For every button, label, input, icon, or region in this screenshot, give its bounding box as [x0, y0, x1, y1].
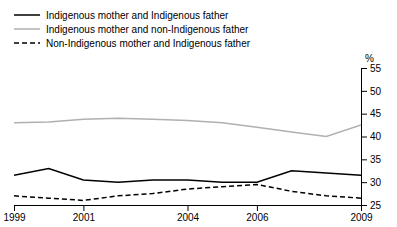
plot-area: 1999 2001 2004 2006 200925 30 35 40 45 50 55	[3, 63, 381, 223]
y-tick-label: 30	[370, 177, 382, 188]
y-tick: 45	[361, 108, 382, 119]
legend-swatch	[14, 14, 40, 16]
legend-swatch	[14, 42, 40, 44]
legend-label: Indigenous mother and Indigenous father	[46, 10, 229, 21]
y-tick-label: 55	[370, 63, 382, 74]
x-tick-label: 2006	[246, 212, 269, 223]
y-tick-mark	[361, 91, 367, 92]
x-tick-mark	[188, 205, 189, 211]
x-tick: 2006	[246, 205, 269, 223]
legend-item: Indigenous mother and Indigenous father	[14, 10, 229, 21]
y-axis-label: %	[365, 53, 374, 64]
y-tick: 35	[361, 154, 382, 165]
x-tick-label: 2009	[350, 212, 373, 223]
y-tick: 30	[361, 177, 382, 188]
y-tick: 25	[361, 200, 382, 211]
y-tick: 40	[361, 131, 382, 142]
y-tick-mark	[361, 159, 367, 160]
x-tick: 2001	[73, 205, 96, 223]
legend-label: Non-Indigenous mother and Indigenous fat…	[46, 38, 251, 49]
y-tick-label: 40	[370, 131, 382, 142]
lines	[14, 118, 361, 200]
chart: 1999 2001 2004 2006 200925 30 35 40 45 50 55% Indig…	[0, 0, 397, 227]
legend-swatch	[14, 28, 40, 30]
legend-item: Indigenous mother and non-Indigenous fat…	[14, 24, 249, 35]
y-tick-mark	[361, 205, 367, 206]
x-axis: 1999 2001 2004 2006 2009	[3, 205, 373, 223]
y-tick-mark	[361, 137, 367, 138]
y-tick-label: 35	[370, 154, 382, 165]
y-tick-mark	[361, 114, 367, 115]
x-axis-line	[15, 206, 362, 212]
legend-item: Non-Indigenous mother and Indigenous fat…	[14, 38, 251, 49]
y-tick-label: 25	[370, 200, 382, 211]
x-tick-label: 2001	[73, 212, 96, 223]
y-tick: 55	[361, 63, 382, 74]
x-tick-mark	[83, 205, 84, 211]
x-tick: 2004	[177, 205, 200, 223]
x-tick-label: 2004	[177, 212, 200, 223]
y-tick: 50	[361, 86, 382, 97]
x-tick: 1999	[3, 205, 26, 223]
legend-label: Indigenous mother and non-Indigenous fat…	[46, 24, 249, 35]
y-tick-label: 45	[370, 108, 382, 119]
series-line	[14, 184, 361, 200]
y-tick-label: 50	[370, 86, 382, 97]
y-axis-line	[362, 69, 368, 206]
y-tick-mark	[361, 182, 367, 183]
x-tick-mark	[14, 205, 15, 211]
series-line	[14, 118, 361, 136]
x-tick-label: 1999	[3, 212, 26, 223]
legend: Indigenous mother and Indigenous father I…	[14, 10, 251, 49]
y-tick-mark	[361, 68, 367, 69]
x-tick-mark	[257, 205, 258, 211]
y-axis: 25 30 35 40 45 50 55	[361, 63, 382, 211]
series-line	[14, 168, 361, 182]
